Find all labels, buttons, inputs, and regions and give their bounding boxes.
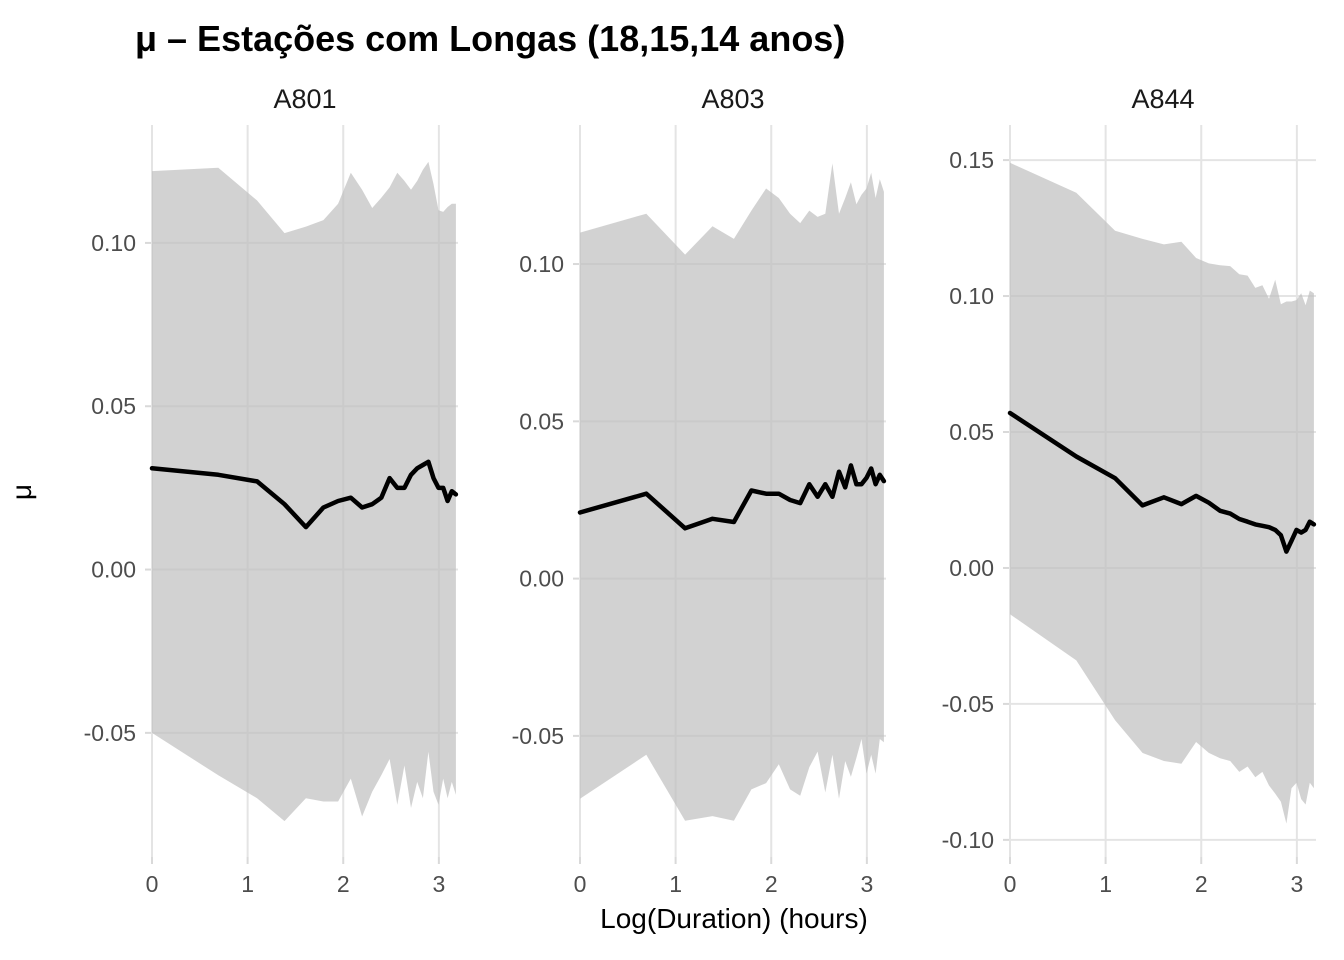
x-tick-label: 0: [1004, 871, 1017, 897]
y-tick-label: 0.10: [519, 251, 564, 277]
mean-line: [1007, 410, 1317, 554]
y-tick-label: -0.05: [512, 723, 564, 749]
facet-label-a801: A801: [273, 84, 337, 114]
x-tick-label: 2: [1195, 871, 1208, 897]
facet-label-a844: A844: [1131, 84, 1195, 114]
y-tick-label: 0.05: [519, 408, 564, 434]
x-tick-label: 2: [337, 871, 350, 897]
y-tick-label: 0.05: [949, 419, 994, 445]
y-tick-label: -0.05: [84, 720, 136, 746]
x-axis-title: Log(Duration) (hours): [600, 903, 868, 934]
y-tick-label: 0.15: [949, 147, 994, 173]
x-tick-label: 1: [241, 871, 254, 897]
y-tick-label: 0.10: [91, 230, 136, 256]
y-tick-label: 0.00: [519, 566, 564, 592]
x-tick-label: 0: [574, 871, 587, 897]
confidence-ribbon: [152, 161, 456, 822]
x-tick-label: 3: [1290, 871, 1303, 897]
x-tick-label: 1: [1099, 871, 1112, 897]
facet-label-a803: A803: [701, 84, 765, 114]
confidence-ribbon: [580, 163, 884, 821]
y-tick-label: 0.10: [949, 283, 994, 309]
mean-line: [577, 463, 887, 531]
y-tick-label: 0.05: [91, 393, 136, 419]
y-tick-label: -0.05: [942, 691, 994, 717]
y-tick-label: 0.00: [949, 555, 994, 581]
confidence-ribbon: [1010, 162, 1314, 824]
x-tick-label: 2: [765, 871, 778, 897]
y-tick-label: -0.10: [942, 827, 994, 853]
y-axis-title: μ: [6, 483, 38, 501]
x-tick-label: 1: [669, 871, 682, 897]
x-tick-label: 3: [860, 871, 873, 897]
x-tick-label: 0: [146, 871, 159, 897]
y-tick-label: 0.00: [91, 557, 136, 583]
x-tick-label: 3: [432, 871, 445, 897]
mean-line: [149, 459, 459, 530]
plot-title: μ – Estações com Longas (18,15,14 anos): [135, 18, 846, 59]
